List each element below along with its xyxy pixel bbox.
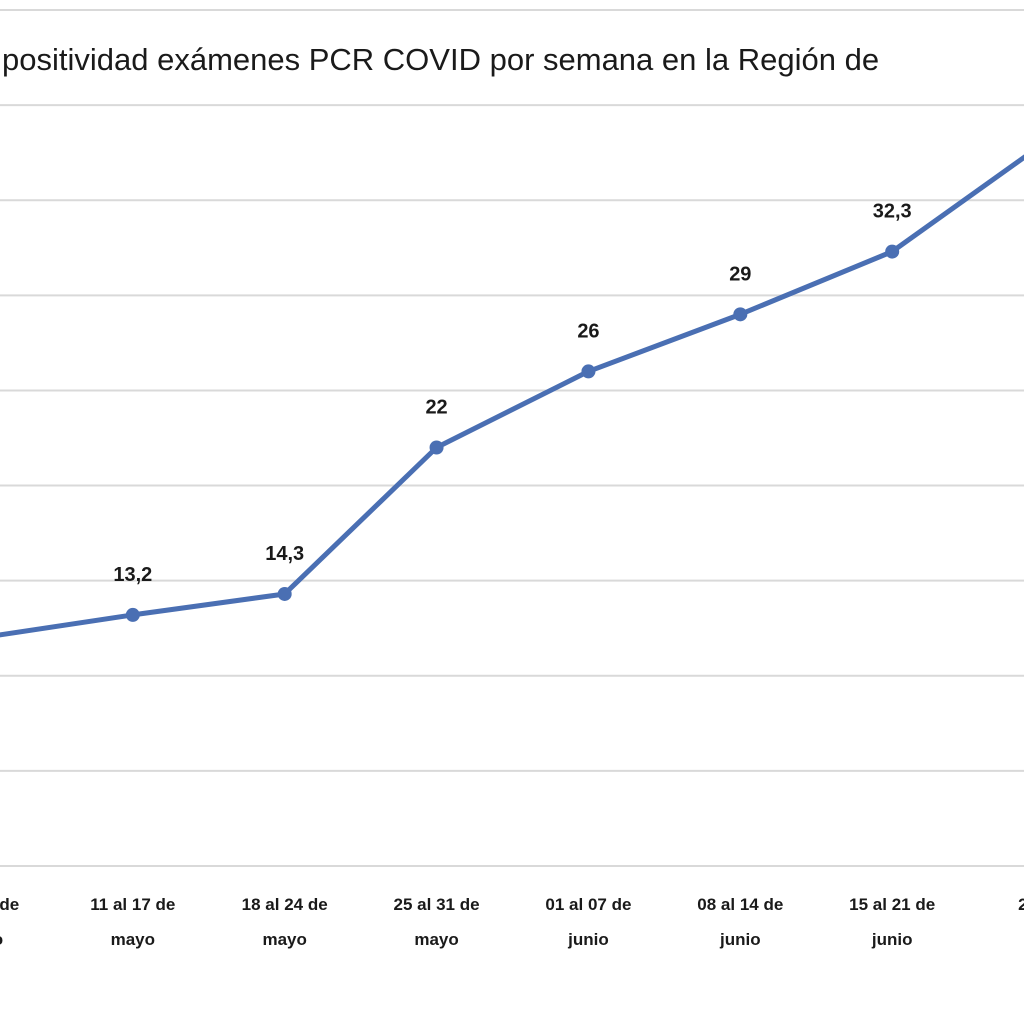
data-point xyxy=(581,364,596,379)
x-tick-label: junio xyxy=(567,930,609,949)
x-tick-label: mayo xyxy=(262,930,306,949)
x-tick-label: 25 al 31 de xyxy=(394,895,480,914)
series-line xyxy=(0,154,1024,638)
data-point xyxy=(885,244,900,259)
chart-title: positividad exámenes PCR COVID por seman… xyxy=(2,42,880,77)
x-tick-label: mayo xyxy=(111,930,155,949)
points-layer xyxy=(125,244,900,622)
x-tick-label: junio xyxy=(871,930,913,949)
x-tick-label: mayo xyxy=(0,930,3,949)
data-label: 32,3 xyxy=(873,201,912,223)
x-tick-label: 18 al 24 de xyxy=(242,895,328,914)
x-tick-label: 4 al 10 de xyxy=(0,895,19,914)
x-tick-label: junio xyxy=(719,930,761,949)
data-label: 14,3 xyxy=(265,543,304,565)
data-point xyxy=(733,307,748,322)
x-tick-label: 01 al 07 de xyxy=(545,895,631,914)
gridlines xyxy=(0,9,1024,867)
data-label: 22 xyxy=(425,397,447,419)
data-point xyxy=(429,440,444,455)
x-tick-label: 15 al 21 de xyxy=(849,895,935,914)
x-tick-label: 08 al 14 de xyxy=(697,895,783,914)
data-point xyxy=(125,607,140,622)
data-label: 26 xyxy=(577,320,599,342)
data-label: 29 xyxy=(729,263,751,285)
series-layer xyxy=(0,154,1024,638)
data-point xyxy=(277,586,292,601)
x-tick-label: 22 al 2 xyxy=(1018,895,1024,914)
data-label: 13,2 xyxy=(113,564,152,586)
x-tick-label: mayo xyxy=(414,930,458,949)
x-tick-labels-layer: 4 al 10 de mayo 11 al 17 de mayo 18 al 24 de… xyxy=(0,895,1024,949)
x-tick-label: 11 al 17 de xyxy=(90,895,175,914)
